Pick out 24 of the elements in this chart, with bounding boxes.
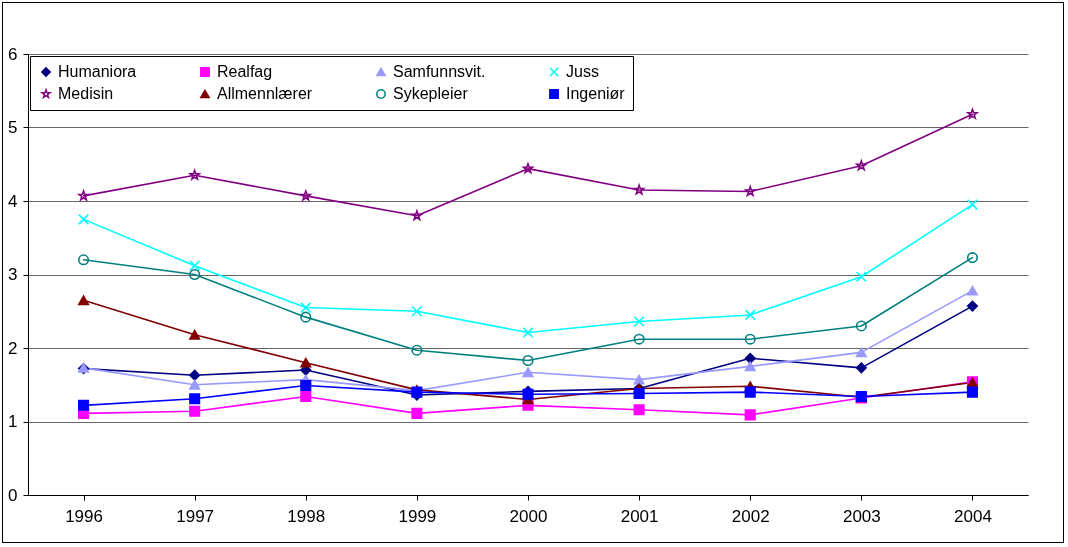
x-tick-label: 1996 [65, 506, 103, 526]
x-tick-label: 1999 [398, 506, 437, 526]
y-tick-label: 3 [8, 265, 18, 284]
legend-label: Medisin [58, 85, 114, 102]
legend-label: Juss [566, 63, 599, 80]
y-tick-label: 6 [8, 44, 18, 64]
x-tick-label: 1998 [287, 506, 326, 526]
legend-label: Humaniora [58, 63, 137, 80]
x-tick-label: 2000 [509, 506, 548, 526]
y-tick-label: 2 [8, 338, 18, 358]
legend-label: Samfunnsvit. [393, 63, 486, 80]
legend-label: Allmennlærer [217, 85, 313, 102]
legend-label: Sykepleier [393, 85, 469, 102]
y-tick-label: 4 [8, 191, 18, 211]
legend-label: Realfag [217, 63, 273, 80]
x-tick-label: 2004 [954, 506, 992, 526]
x-tick-label: 2002 [731, 506, 770, 526]
y-tick-label: 0 [8, 485, 18, 505]
y-tick-label: 1 [8, 412, 18, 431]
x-tick-label: 2003 [842, 506, 881, 526]
legend-label: Ingeniør [566, 85, 626, 102]
y-tick-label: 5 [8, 118, 18, 137]
x-tick-label: 2001 [620, 506, 659, 526]
x-tick-label: 1997 [176, 506, 215, 526]
